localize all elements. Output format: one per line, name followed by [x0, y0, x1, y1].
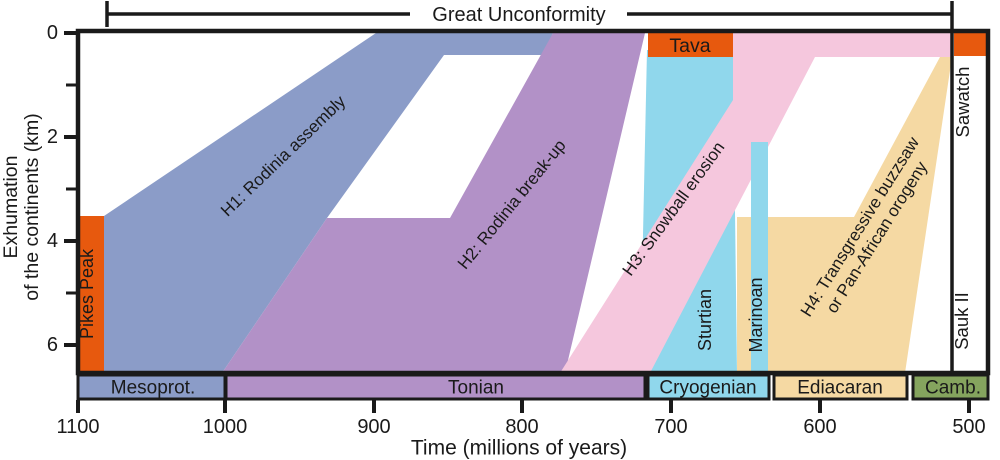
period-label-mesoproterozoic: Mesoprot.: [111, 378, 195, 399]
hypothesis-bands: [104, 33, 952, 373]
y-tick-6: 6: [47, 334, 58, 356]
period-labels: Mesoprot. Tonian Cryogenian Ediacaran Ca…: [111, 378, 981, 399]
y-axis-title-line2: of the continents (km): [21, 113, 43, 301]
x-label-600: 600: [803, 416, 836, 438]
period-label-tonian: Tonian: [448, 378, 504, 399]
band-h1-rodinia-assembly: [104, 33, 553, 373]
x-label-800: 800: [505, 416, 538, 438]
period-box-tonian: [224, 373, 647, 401]
x-label-900: 900: [357, 416, 390, 438]
band-h4-buzzsaw: [737, 57, 952, 373]
sawatch-box: [954, 33, 987, 56]
x-label-1000: 1000: [203, 416, 248, 438]
y-tick-4: 4: [47, 230, 58, 252]
period-box-cambrian: [911, 373, 990, 401]
period-box-ediacaran: [772, 373, 909, 401]
great-unconformity-bracket: [105, 1, 954, 31]
tava-box: [648, 33, 733, 57]
x-label-700: 700: [654, 416, 687, 438]
plot-border: [75, 28, 991, 376]
great-unconformity-label: Great Unconformity: [432, 4, 605, 26]
tava-label: Tava: [669, 35, 710, 57]
x-axis-ticks: [76, 400, 971, 413]
sauk-ii-label: Sauk II: [951, 292, 972, 350]
x-label-1100: 1100: [56, 416, 99, 438]
y-axis-title-line1: Exhumation: [0, 156, 22, 259]
period-label-cambrian: Camb.: [925, 378, 981, 399]
y-axis-ticks: [64, 31, 78, 347]
x-axis-title: Time (millions of years): [411, 437, 627, 460]
y-tick-0: 0: [47, 22, 58, 44]
band-h3-snowball: [560, 33, 952, 373]
period-label-cryogenian: Cryogenian: [659, 378, 756, 399]
marinoan-label: Marinoan: [746, 277, 766, 352]
band-h2-rodinia-breakup: [222, 33, 645, 373]
period-box-mesoproterozoic: [76, 373, 227, 401]
pikes-peak-box: [80, 216, 104, 373]
period-box-cryogenian: [646, 373, 771, 401]
sturtian-label: Sturtian: [695, 289, 715, 351]
x-axis-tick-labels: 1100 1000 900 800 700 600 500: [56, 416, 985, 438]
band-marinoan: [751, 142, 768, 373]
period-label-ediacaran: Ediacaran: [797, 378, 883, 399]
x-label-500: 500: [952, 416, 985, 438]
period-bar: [76, 373, 990, 401]
y-axis-tick-labels: 0 2 4 6: [47, 22, 58, 356]
sawatch-label: Sawatch: [952, 67, 973, 138]
pikes-peak-label: Pikes Peak: [77, 248, 97, 339]
y-tick-2: 2: [47, 126, 58, 148]
